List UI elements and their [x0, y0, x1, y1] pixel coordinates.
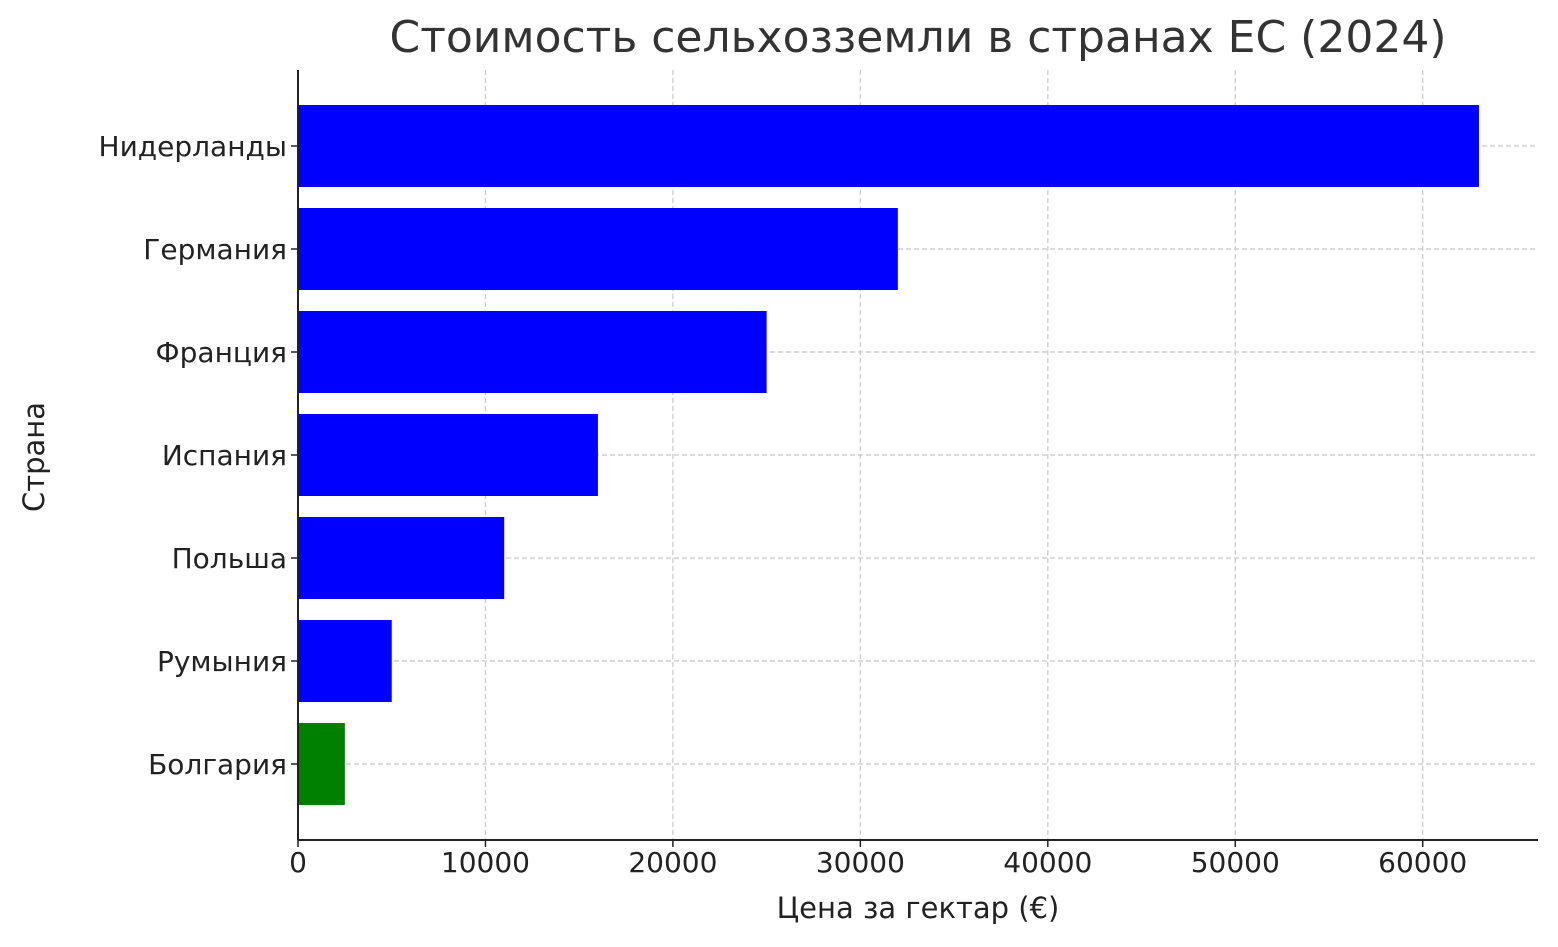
y-tick-label: Нидерланды	[99, 130, 287, 163]
y-tick-label: Румыния	[157, 645, 287, 678]
bar	[298, 311, 767, 393]
y-tick-label: Испания	[162, 439, 287, 472]
bar	[298, 517, 505, 599]
bar	[298, 414, 598, 496]
y-axis-label: Страна	[17, 402, 51, 512]
chart-title: Стоимость сельхозземли в странах ЕС (202…	[390, 12, 1447, 63]
y-tick-label: Болгария	[148, 748, 287, 781]
bar	[298, 620, 392, 702]
x-tick-label: 10000	[441, 846, 530, 879]
x-tick-label: 0	[289, 846, 307, 879]
x-tick-label: 50000	[1191, 846, 1280, 879]
y-tick-label: Польша	[172, 542, 287, 575]
bar	[298, 723, 345, 805]
x-axis-label: Цена за гектар (€)	[777, 891, 1060, 925]
x-tick-label: 40000	[1003, 846, 1092, 879]
x-tick-label: 60000	[1378, 846, 1467, 879]
bar	[298, 105, 1479, 187]
x-tick-label: 30000	[816, 846, 905, 879]
y-tick-label: Франция	[156, 336, 287, 369]
bar	[298, 208, 898, 290]
y-tick-label: Германия	[143, 233, 287, 266]
x-tick-label: 20000	[628, 846, 717, 879]
